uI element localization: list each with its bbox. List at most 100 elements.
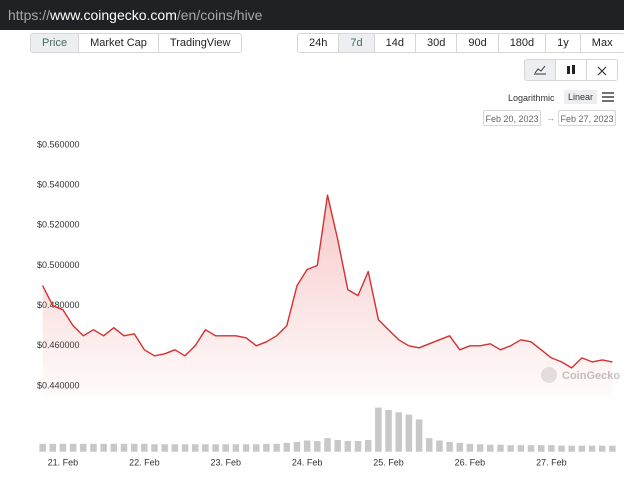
volume-bar [506, 444, 515, 453]
watermark-logo [541, 367, 557, 383]
x-tick-label: 23. Feb [210, 457, 241, 467]
volume-bar [49, 443, 57, 453]
volume-bar [496, 444, 505, 453]
x-tick-label: 25. Feb [373, 457, 404, 467]
range-button[interactable]: 7d [339, 34, 375, 52]
volume-bar [69, 443, 77, 453]
scale-option[interactable]: Logarithmic [508, 93, 555, 103]
y-tick-label: $0.500000 [37, 260, 80, 270]
watermark: CoinGecko [562, 370, 620, 382]
volume-bar [181, 443, 189, 453]
volume-bar [242, 443, 250, 453]
date-separator: → [546, 113, 555, 123]
volume-bar [59, 443, 67, 453]
volume-bar [486, 444, 495, 453]
x-tick-label: 21. Feb [48, 457, 79, 467]
x-tick-label: 27. Feb [536, 457, 567, 467]
volume-bar [425, 437, 433, 453]
tab-group: Price Market Cap TradingView [30, 33, 243, 53]
range-button[interactable]: 1y [546, 34, 581, 52]
y-tick-label: $0.560000 [37, 139, 80, 149]
x-tick-label: 26. Feb [455, 457, 486, 467]
url-host: www.coingecko.com [50, 7, 177, 23]
menu-icon[interactable] [601, 91, 615, 103]
volume-bar [283, 442, 291, 453]
volume-bar [120, 443, 128, 453]
volume-bar [415, 418, 423, 453]
volume-bar [598, 445, 606, 453]
volume-bar [79, 443, 88, 453]
volume-bar [232, 443, 240, 453]
chart-style-group [524, 59, 618, 81]
url-path: /en/coins/hive [176, 7, 263, 23]
volume-bar [588, 445, 596, 453]
x-tick-label: 24. Feb [292, 457, 323, 467]
range-button[interactable]: 14d [375, 34, 416, 52]
volume-bar [140, 443, 149, 453]
volume-bar [313, 440, 322, 453]
volume-bar [171, 443, 179, 453]
volume-bar [364, 439, 372, 453]
range-button[interactable]: 30d [416, 34, 458, 52]
volume-bar [456, 442, 464, 453]
tab[interactable]: Market Cap [79, 34, 159, 52]
volume-bar [160, 443, 169, 453]
address-bar[interactable]: https://www.coingecko.com/en/coins/hive [0, 0, 624, 30]
range-button[interactable]: 24h [298, 34, 340, 52]
volume-bar [567, 445, 576, 453]
range-group: 24h 7d 14d 30d 90d 180d 1y Max [297, 33, 624, 53]
candle-chart-button[interactable] [556, 60, 587, 80]
volume-bar [323, 437, 332, 453]
date-to[interactable]: Feb 27, 2023 [558, 110, 616, 126]
volume-bar [557, 445, 566, 453]
volume-bar [527, 444, 535, 453]
volume-bar [394, 411, 403, 453]
volume-bar [405, 414, 413, 453]
volume-bar [445, 441, 454, 453]
range-button[interactable]: Max [591, 37, 613, 49]
volume-bar [374, 407, 383, 453]
volume-bar [130, 443, 138, 453]
volume-bar [191, 443, 199, 453]
y-tick-label: $0.540000 [37, 180, 80, 190]
volume-bar [211, 443, 220, 453]
volume-bar [333, 439, 342, 453]
volume-bar [272, 443, 281, 453]
volume-bar [201, 443, 210, 453]
volume-bar [150, 443, 159, 453]
y-tick-label: $0.460000 [37, 340, 80, 350]
volume-bar [221, 443, 230, 453]
range-button[interactable]: 180d [499, 34, 547, 52]
tab[interactable]: TradingView [169, 37, 231, 49]
url-scheme: https:// [8, 7, 51, 23]
volume-bar [466, 443, 474, 453]
volume-bar [293, 441, 301, 453]
volume-bar [578, 445, 586, 453]
price-line [41, 194, 613, 369]
tab[interactable]: Price [31, 34, 80, 52]
y-tick-label: $0.440000 [37, 380, 80, 390]
volume-bar [89, 443, 98, 453]
y-tick-label: $0.520000 [37, 220, 80, 230]
volume-bar [303, 440, 311, 453]
x-tick-label: 22. Feb [129, 457, 160, 467]
scale-option[interactable]: Linear [564, 90, 598, 104]
volume-bar [384, 409, 393, 453]
volume-bar [547, 444, 556, 453]
volume-bar [262, 443, 271, 453]
volume-bar [354, 440, 362, 453]
volume-bar [517, 444, 525, 453]
fullscreen-button[interactable] [587, 60, 617, 80]
range-button[interactable]: 90d [457, 34, 499, 52]
volume-bar [344, 440, 352, 453]
date-from[interactable]: Feb 20, 2023 [483, 110, 541, 126]
volume-bar [110, 443, 118, 453]
line-chart-button[interactable] [525, 60, 556, 80]
volume-bar [476, 443, 484, 453]
volume-bar [99, 443, 108, 453]
area-fill [42, 195, 613, 396]
volume-bar [608, 445, 617, 453]
volume-bar [435, 440, 444, 453]
volume-bar [38, 443, 47, 453]
